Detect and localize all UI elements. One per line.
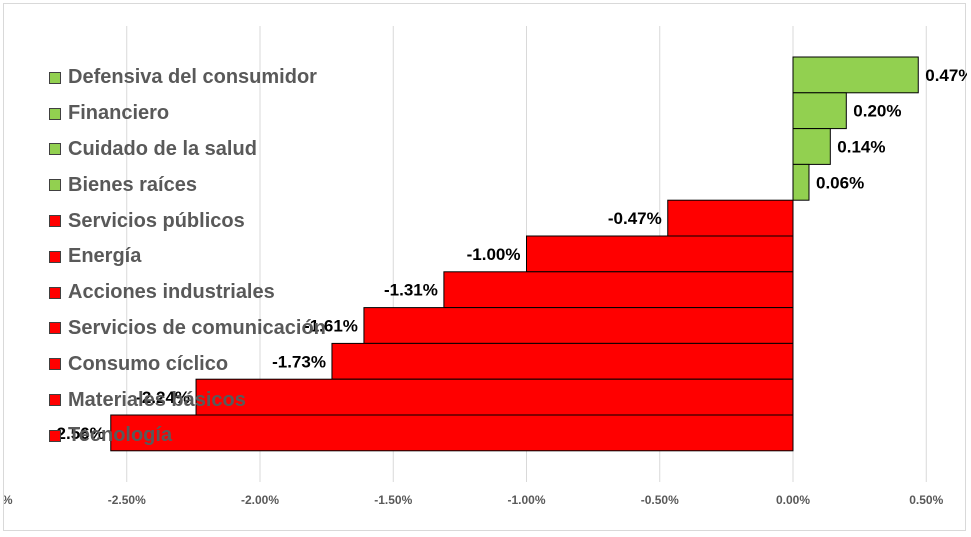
data-label: -1.73% — [272, 352, 326, 371]
legend-item: Materiales básicos — [49, 382, 326, 418]
legend-swatch — [49, 71, 61, 84]
legend-label: Materiales básicos — [68, 388, 246, 411]
x-tick-label: -1.50% — [374, 493, 412, 507]
data-label: 0.14% — [837, 138, 885, 157]
data-label: -1.61% — [304, 317, 358, 336]
chart-frame: -3.00% -2.50% -2.00% -1.50% -1.00% -0.50% 0.00… — [3, 3, 967, 531]
legend: Defensiva del consumidor Financiero Cuidad… — [49, 60, 326, 454]
legend-label: Acciones industriales — [68, 281, 275, 304]
bar — [792, 92, 847, 130]
legend-item: Cuidado de la salud — [49, 132, 326, 168]
legend-label: Defensiva del consumidor — [68, 66, 317, 89]
legend-item: Defensiva del consumidor — [49, 60, 326, 96]
legend-item: Tecnología — [49, 418, 326, 454]
data-label: -1.31% — [384, 281, 438, 300]
bar — [792, 128, 831, 165]
legend-label: Cuidado de la salud — [68, 137, 257, 160]
bar — [363, 307, 794, 344]
legend-label: Financiero — [68, 102, 170, 125]
data-label: -0.47% — [608, 209, 662, 228]
x-tick-label: -0.50% — [641, 493, 679, 507]
legend-label: Bienes raíces — [68, 173, 197, 196]
x-tick-label: -2.50% — [108, 493, 146, 507]
legend-swatch — [49, 322, 61, 335]
x-tick-label: -3.00% — [4, 493, 13, 507]
bar — [792, 56, 919, 94]
bar — [667, 199, 794, 237]
x-tick-label: -1.00% — [507, 493, 545, 507]
data-label: 0.47% — [925, 66, 967, 85]
chart-plot: -3.00% -2.50% -2.00% -1.50% -1.00% -0.50% 0.00… — [4, 26, 967, 507]
legend-label: Servicios de comunicación — [68, 316, 326, 339]
legend-swatch — [49, 358, 61, 371]
data-label: 0.06% — [816, 173, 864, 192]
bar — [331, 342, 794, 380]
legend-label: Consumo cíclico — [68, 352, 229, 375]
legend-swatch — [49, 250, 61, 263]
legend-swatch — [49, 286, 61, 299]
data-label: -1.00% — [467, 245, 521, 264]
legend-item: Energía — [49, 239, 326, 275]
bar — [195, 378, 794, 416]
bar — [792, 163, 810, 201]
x-tick-label: 0.00% — [776, 493, 810, 507]
legend-swatch — [49, 215, 61, 228]
x-tick-label: 0.50% — [909, 493, 943, 507]
legend-item: Bienes raíces — [49, 167, 326, 203]
legend-swatch — [49, 429, 61, 442]
data-label: 0.20% — [853, 102, 901, 121]
bar — [526, 235, 794, 273]
bar — [110, 414, 794, 452]
legend-item: Financiero — [49, 96, 326, 132]
legend-swatch — [49, 394, 61, 407]
x-tick-label: -2.00% — [241, 493, 279, 507]
legend-item: Servicios de comunicación — [49, 311, 326, 347]
legend-swatch — [49, 143, 61, 156]
legend-swatch — [49, 107, 61, 120]
legend-item: Servicios públicos — [49, 203, 326, 239]
legend-label: Tecnología — [68, 424, 173, 447]
data-label: -2.24% — [136, 388, 190, 407]
legend-item: Acciones industriales — [49, 275, 326, 311]
legend-item: Consumo cíclico — [49, 346, 326, 382]
legend-label: Energía — [68, 245, 142, 268]
data-label: -2.56% — [51, 424, 105, 443]
legend-swatch — [49, 179, 61, 192]
legend-label: Servicios públicos — [68, 209, 245, 232]
bar — [443, 271, 794, 309]
